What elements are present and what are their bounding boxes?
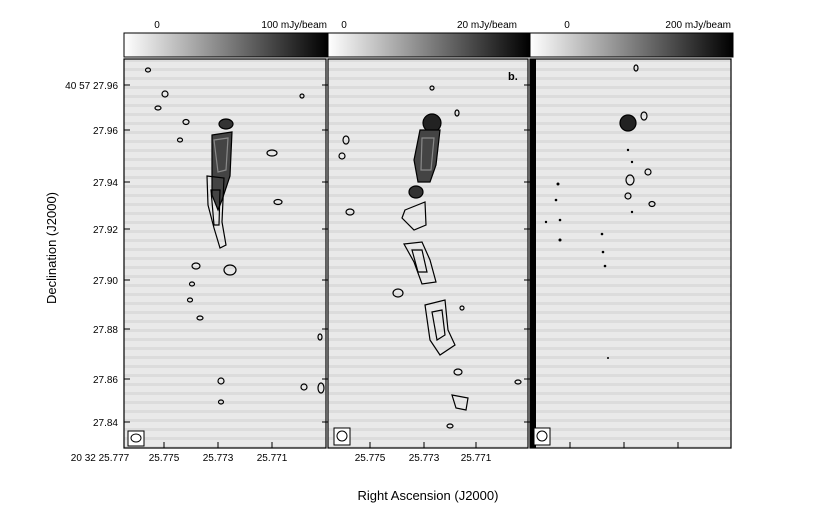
panel-c-beam bbox=[533, 427, 551, 446]
colorbar-c-max: 200 mJy/beam bbox=[665, 20, 731, 31]
colorbar-b: 0 20 mJy/beam bbox=[327, 20, 531, 58]
panel-c bbox=[529, 58, 732, 449]
x-tick-label: 25.771 bbox=[257, 453, 288, 464]
x-tick-label: 25.775 bbox=[149, 453, 180, 464]
panel-a-contours bbox=[144, 67, 325, 405]
colorbar-a-max: 100 mJy/beam bbox=[261, 20, 327, 31]
y-axis-title: Declination (J2000) bbox=[44, 192, 59, 304]
colorbar-c: 0 200 mJy/beam bbox=[529, 20, 734, 58]
panel-b-label: b. bbox=[508, 71, 518, 83]
y-tick-label: 27.96 bbox=[93, 126, 118, 137]
x-axis-title: Right Ascension (J2000) bbox=[358, 488, 499, 503]
x-tick-label: 20 32 25.777 bbox=[71, 453, 130, 464]
y-tick-label: 40 57 27.96 bbox=[65, 81, 118, 92]
y-tick-label: 27.94 bbox=[93, 178, 118, 189]
panel-b-contours bbox=[338, 85, 522, 429]
x-tick-label: 25.773 bbox=[203, 453, 234, 464]
colorbar-c-min: 0 bbox=[564, 20, 570, 31]
colorbar-a: 0 100 mJy/beam bbox=[123, 20, 329, 58]
panel-b: b. bbox=[327, 58, 529, 449]
colorbar-b-min: 0 bbox=[341, 20, 347, 31]
x-tick-label: 25.771 bbox=[461, 453, 492, 464]
x-axis: 20 32 25.777 25.775 25.773 25.771 25.775… bbox=[71, 442, 679, 464]
y-tick-label: 27.90 bbox=[93, 276, 118, 287]
x-tick-label: 25.775 bbox=[355, 453, 386, 464]
y-tick-label: 27.92 bbox=[93, 225, 118, 236]
panel-a bbox=[123, 58, 327, 449]
panel-c-dots bbox=[544, 148, 634, 359]
x-tick-label: 25.773 bbox=[409, 453, 440, 464]
colorbar-b-max: 20 mJy/beam bbox=[457, 20, 517, 31]
y-tick-label: 27.88 bbox=[93, 325, 118, 336]
y-axis: 40 57 27.96 27.96 27.94 27.92 27.90 27.8… bbox=[65, 81, 530, 429]
colorbar-a-min: 0 bbox=[154, 20, 160, 31]
y-tick-label: 27.86 bbox=[93, 375, 118, 386]
panel-a-image bbox=[123, 58, 327, 449]
panel-a-beam bbox=[127, 430, 145, 447]
panel-b-beam bbox=[333, 427, 351, 446]
y-tick-label: 27.84 bbox=[93, 418, 118, 429]
